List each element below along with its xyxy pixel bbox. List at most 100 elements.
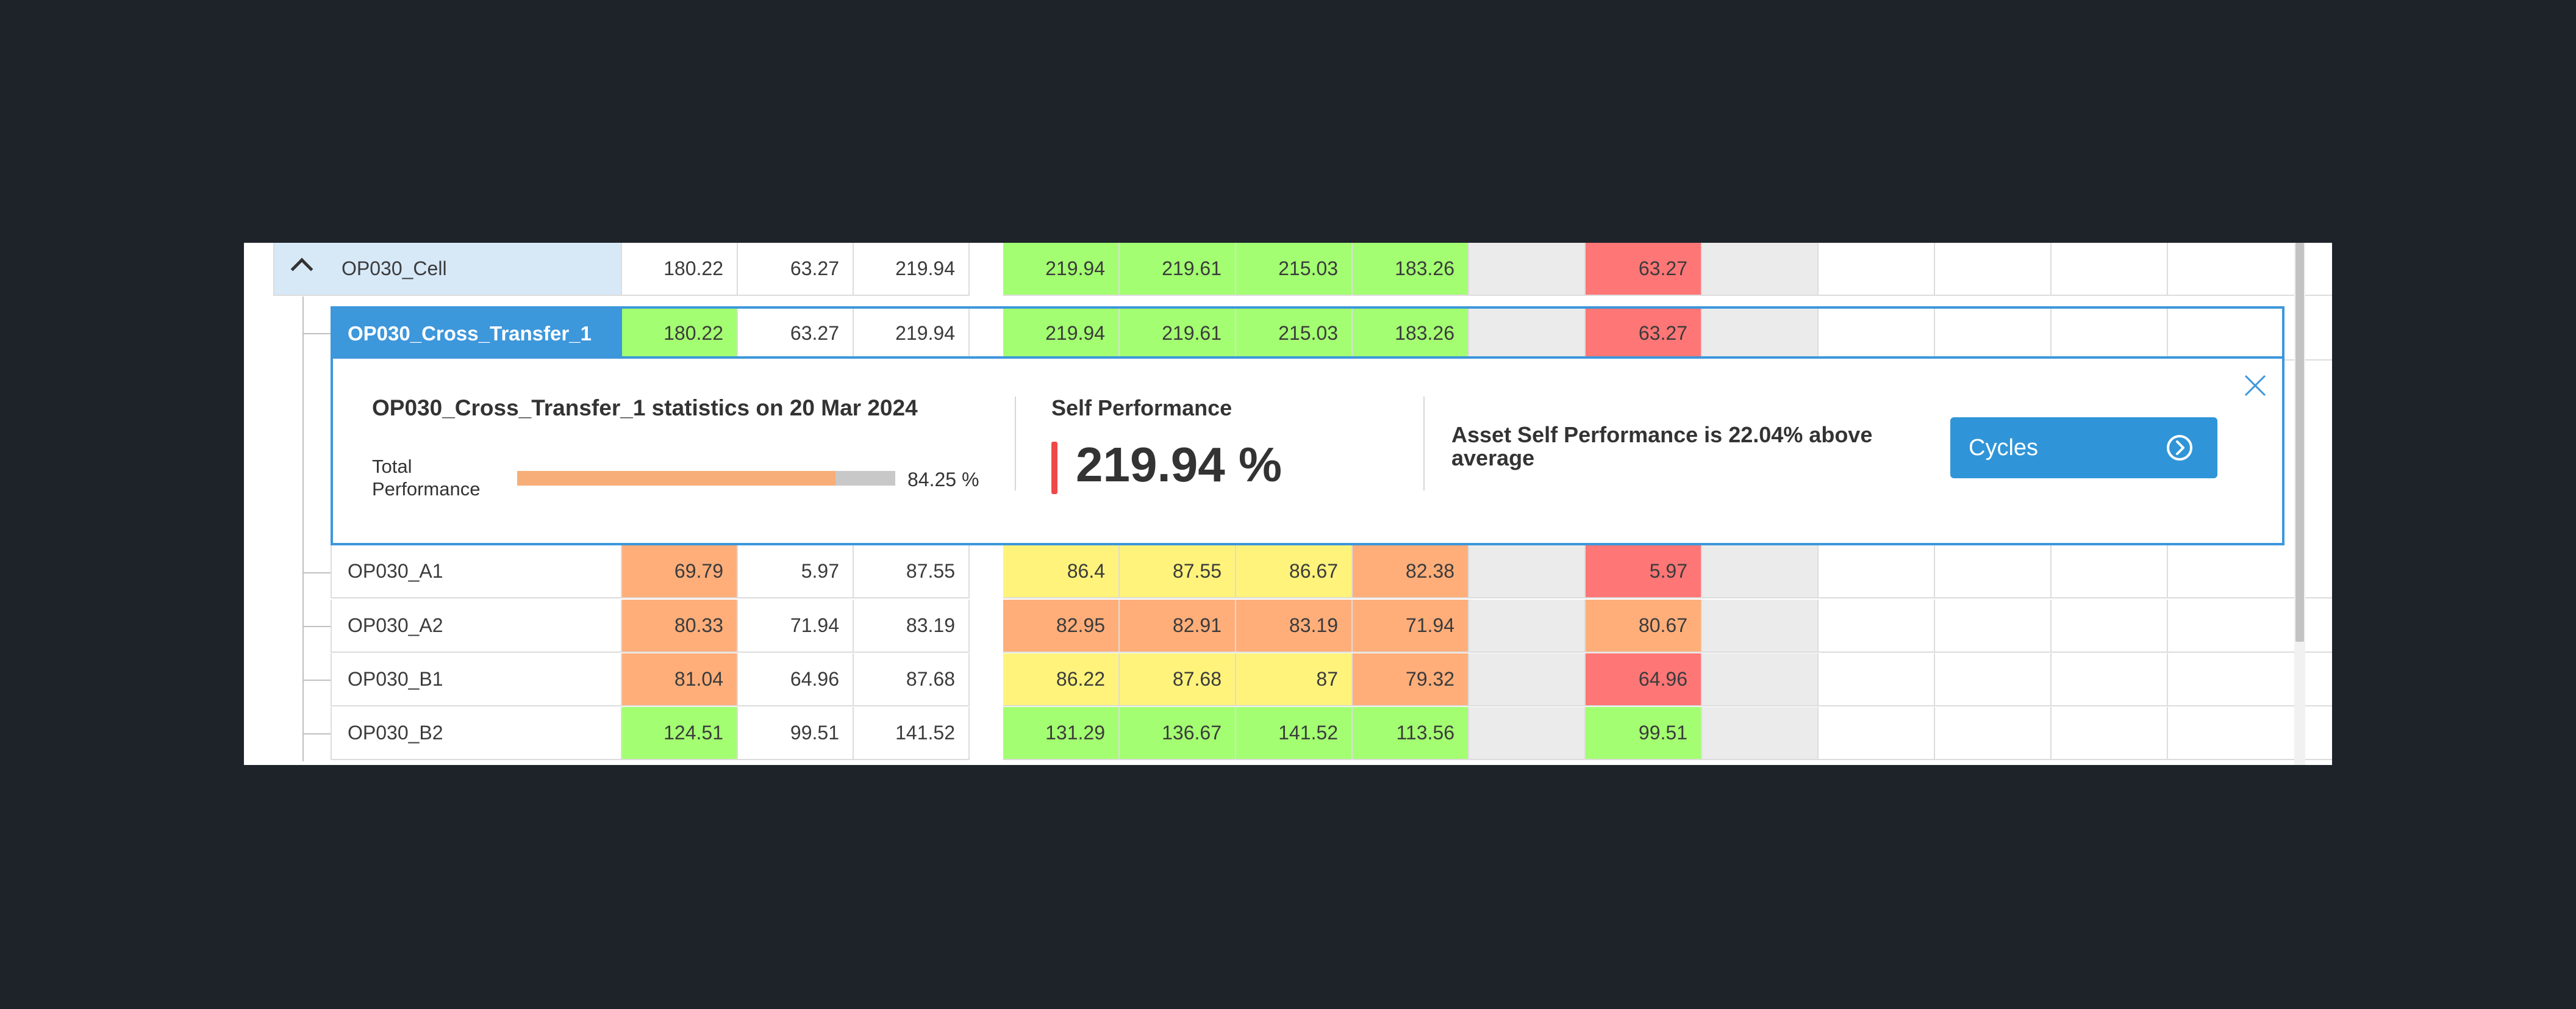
value-cell: [1702, 545, 1819, 598]
table-row[interactable]: OP030_Cross_Transfer_1 180.22 63.27 219.94 2…: [244, 307, 2332, 361]
metric-value: 99.51: [790, 722, 839, 744]
tree-connector: [302, 680, 331, 681]
scrollbar-thumb[interactable]: [2295, 243, 2304, 642]
table-row[interactable]: OP030_Cell 180.22 63.27 219.94 219.94 219.61 2…: [244, 243, 2332, 296]
chevron-up-icon[interactable]: [290, 257, 313, 281]
detail-title: OP030_Cross_Transfer_1 statistics on 20 …: [372, 395, 918, 420]
period-value: 215.03: [1278, 257, 1338, 279]
close-icon[interactable]: [2243, 373, 2267, 398]
metric-value: 219.94: [895, 257, 955, 279]
metric-value: 69.79: [674, 560, 723, 582]
value-cell: 63.27: [1586, 243, 1702, 296]
metric-value: 87.55: [906, 560, 955, 582]
detail-divider: [1423, 397, 1425, 490]
value-cell: [2052, 707, 2168, 760]
value-cell: [1819, 653, 1935, 706]
value-cell: [1819, 243, 1935, 296]
asset-name-cell[interactable]: OP030_A1: [331, 545, 622, 598]
asset-name: OP030_A1: [348, 560, 443, 582]
table-row[interactable]: OP030_A1 69.79 5.97 87.55 86.4 87.55 86.67 82.3…: [244, 545, 2332, 598]
period-value: 87.55: [1172, 560, 1222, 582]
period-value: 87.68: [1172, 668, 1222, 690]
value-cell: [2052, 307, 2168, 361]
value-cell: 136.67: [1120, 707, 1236, 760]
value-cell: 5.97: [1586, 545, 1702, 598]
value-cell: 81.04: [622, 653, 738, 706]
tree-connector: [302, 626, 331, 627]
value-cell: [1935, 307, 2052, 361]
value-cell: 180.22: [622, 243, 738, 296]
period-value: 113.56: [1396, 722, 1455, 744]
value-cell: 219.94: [1003, 243, 1120, 296]
value-cell: [1819, 600, 1935, 653]
value-cell: 80.33: [622, 600, 738, 653]
metric-value: 64.96: [790, 668, 839, 690]
value-cell: 124.51: [622, 707, 738, 760]
asset-name: OP030_Cross_Transfer_1: [348, 321, 592, 345]
value-cell: 215.03: [1236, 243, 1353, 296]
asset-name-cell[interactable]: OP030_A2: [331, 600, 622, 653]
metric-value: 71.94: [790, 614, 839, 636]
table-row[interactable]: OP030_A2 80.33 71.94 83.19 82.95 82.91 83.19 71…: [244, 600, 2332, 653]
value-cell: 87.55: [854, 545, 970, 598]
metric-value: 87.68: [906, 668, 955, 690]
metric-value: 83.19: [906, 614, 955, 636]
value-cell: [2052, 653, 2168, 706]
value-cell: [1702, 600, 1819, 653]
period-value: 82.38: [1405, 560, 1454, 582]
period-value: 86.67: [1289, 560, 1338, 582]
metric-value: 219.94: [895, 322, 955, 344]
value-cell: 219.94: [854, 243, 970, 296]
asset-name-cell[interactable]: OP030_B2: [331, 707, 622, 760]
value-cell: 63.27: [738, 307, 854, 361]
value-cell: 219.94: [854, 307, 970, 361]
value-cell: 99.51: [1586, 707, 1702, 760]
value-cell: 87.68: [1120, 653, 1236, 706]
period-value: 83.19: [1289, 614, 1338, 636]
metric-value: 5.97: [801, 560, 839, 582]
cycles-button[interactable]: Cycles: [1950, 417, 2217, 478]
period-value: 86.4: [1067, 560, 1105, 582]
value-cell: 219.61: [1120, 243, 1236, 296]
value-cell: [1702, 707, 1819, 760]
self-performance-accent: [1051, 442, 1057, 494]
value-cell: [1935, 600, 2052, 653]
value-cell: [1469, 243, 1586, 296]
above-average-text: Asset Self Performance is 22.04% above a…: [1451, 422, 1873, 470]
value-cell: [1469, 653, 1586, 706]
asset-name-cell[interactable]: OP030_Cell: [273, 243, 622, 296]
value-cell: [2168, 307, 2332, 361]
value-cell: 219.94: [1003, 307, 1120, 361]
table-row[interactable]: OP030_B1 81.04 64.96 87.68 86.22 87.68 87 79.32…: [244, 653, 2332, 706]
value-cell: 71.94: [738, 600, 854, 653]
value-cell: 87.55: [1120, 545, 1236, 598]
total-performance-value: 84.25 %: [907, 469, 979, 490]
cycles-button-label: Cycles: [1969, 434, 2039, 461]
period-value: 82.95: [1056, 614, 1105, 636]
value-cell: 131.29: [1003, 707, 1120, 760]
value-cell: 83.19: [854, 600, 970, 653]
period-value: 87: [1316, 668, 1338, 690]
value-cell: [1469, 707, 1586, 760]
value-cell: [2052, 243, 2168, 296]
value-cell: 141.52: [1236, 707, 1353, 760]
value-cell: 82.95: [1003, 600, 1120, 653]
asset-name-cell[interactable]: OP030_Cross_Transfer_1: [331, 307, 622, 361]
metric-value: 180.22: [664, 322, 723, 344]
value-cell: [1702, 653, 1819, 706]
period-value: 219.61: [1162, 257, 1222, 279]
value-cell: 219.61: [1120, 307, 1236, 361]
table-row[interactable]: OP030_B2 124.51 99.51 141.52 131.29 136.67 141…: [244, 707, 2332, 760]
value-cell: [1469, 545, 1586, 598]
value-cell: [2168, 707, 2332, 760]
value-cell: 87: [1236, 653, 1353, 706]
detail-divider: [1015, 397, 1016, 490]
self-performance-label: Self Performance: [1051, 395, 1233, 420]
value-cell: 83.19: [1236, 600, 1353, 653]
metric-value: 63.27: [790, 257, 839, 279]
value-cell: 5.97: [738, 545, 854, 598]
asset-name-cell[interactable]: OP030_B1: [331, 653, 622, 706]
value-cell: 180.22: [622, 307, 738, 361]
extra-value: 63.27: [1638, 322, 1687, 344]
asset-name: OP030_A2: [348, 614, 443, 636]
